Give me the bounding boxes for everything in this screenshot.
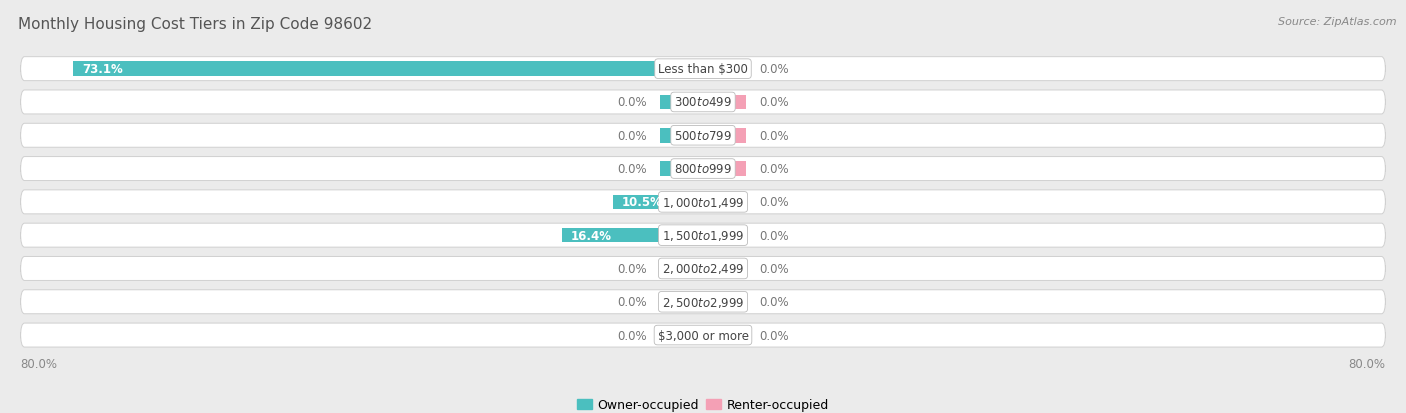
Text: $500 to $799: $500 to $799 xyxy=(673,129,733,142)
Text: $3,000 or more: $3,000 or more xyxy=(658,329,748,342)
Text: Source: ZipAtlas.com: Source: ZipAtlas.com xyxy=(1278,17,1396,26)
Legend: Owner-occupied, Renter-occupied: Owner-occupied, Renter-occupied xyxy=(572,393,834,413)
Text: 0.0%: 0.0% xyxy=(617,163,647,176)
Text: $2,000 to $2,499: $2,000 to $2,499 xyxy=(662,262,744,276)
FancyBboxPatch shape xyxy=(21,190,1385,214)
Text: 0.0%: 0.0% xyxy=(759,129,789,142)
Text: 0.0%: 0.0% xyxy=(759,329,789,342)
FancyBboxPatch shape xyxy=(21,290,1385,314)
Text: 0.0%: 0.0% xyxy=(759,229,789,242)
Text: 10.5%: 10.5% xyxy=(621,196,662,209)
Text: 0.0%: 0.0% xyxy=(759,96,789,109)
Text: 0.0%: 0.0% xyxy=(759,262,789,275)
Bar xyxy=(659,162,703,176)
Bar xyxy=(703,128,747,143)
Bar xyxy=(703,295,747,309)
Bar xyxy=(613,195,703,210)
Text: 0.0%: 0.0% xyxy=(759,63,789,76)
Text: 0.0%: 0.0% xyxy=(617,96,647,109)
FancyBboxPatch shape xyxy=(21,57,1385,81)
Text: 0.0%: 0.0% xyxy=(617,329,647,342)
Bar xyxy=(562,228,703,243)
Bar xyxy=(73,62,703,77)
FancyBboxPatch shape xyxy=(21,323,1385,347)
Bar xyxy=(659,128,703,143)
Text: 0.0%: 0.0% xyxy=(617,262,647,275)
Text: Less than $300: Less than $300 xyxy=(658,63,748,76)
Bar xyxy=(659,261,703,276)
Bar xyxy=(659,295,703,309)
Bar xyxy=(703,261,747,276)
Text: 0.0%: 0.0% xyxy=(759,163,789,176)
Bar xyxy=(703,195,747,210)
FancyBboxPatch shape xyxy=(21,223,1385,247)
Text: $2,500 to $2,999: $2,500 to $2,999 xyxy=(662,295,744,309)
Bar xyxy=(703,228,747,243)
Text: $1,500 to $1,999: $1,500 to $1,999 xyxy=(662,229,744,242)
Text: 80.0%: 80.0% xyxy=(21,357,58,370)
Text: $800 to $999: $800 to $999 xyxy=(673,163,733,176)
FancyBboxPatch shape xyxy=(21,257,1385,281)
Bar xyxy=(659,95,703,110)
Text: 73.1%: 73.1% xyxy=(82,63,122,76)
Text: 16.4%: 16.4% xyxy=(571,229,612,242)
Text: 80.0%: 80.0% xyxy=(1348,357,1385,370)
Bar xyxy=(703,95,747,110)
Bar xyxy=(703,328,747,342)
Text: 0.0%: 0.0% xyxy=(759,196,789,209)
Text: 0.0%: 0.0% xyxy=(617,296,647,309)
Text: 0.0%: 0.0% xyxy=(617,129,647,142)
Text: 0.0%: 0.0% xyxy=(759,296,789,309)
Text: Monthly Housing Cost Tiers in Zip Code 98602: Monthly Housing Cost Tiers in Zip Code 9… xyxy=(18,17,373,31)
FancyBboxPatch shape xyxy=(21,157,1385,181)
FancyBboxPatch shape xyxy=(21,124,1385,148)
Text: $300 to $499: $300 to $499 xyxy=(673,96,733,109)
Bar xyxy=(703,62,747,77)
Text: $1,000 to $1,499: $1,000 to $1,499 xyxy=(662,195,744,209)
Bar xyxy=(703,162,747,176)
Bar xyxy=(659,328,703,342)
FancyBboxPatch shape xyxy=(21,91,1385,115)
